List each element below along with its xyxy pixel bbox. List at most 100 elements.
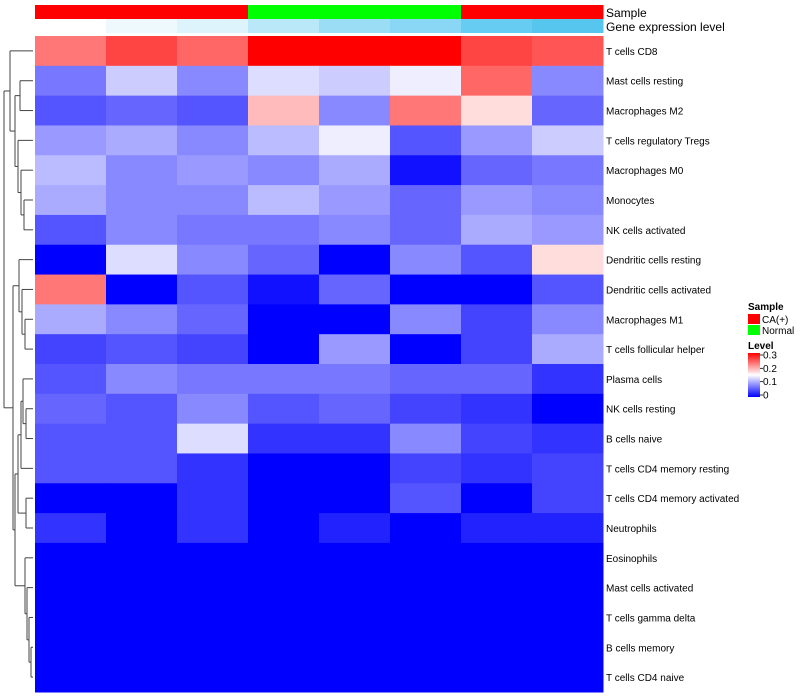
heatmap-cell xyxy=(532,36,604,67)
heatmap-cell xyxy=(177,602,249,633)
heatmap-cells xyxy=(35,36,604,693)
heatmap-cell xyxy=(106,542,178,574)
legend-level-tick-label: 0.3 xyxy=(763,351,777,362)
row-label: Macrophages M1 xyxy=(606,315,684,326)
heatmap-cell xyxy=(532,483,604,514)
heatmap-cell xyxy=(177,244,249,276)
heatmap-cell xyxy=(248,155,320,186)
heatmap-cell xyxy=(319,274,391,305)
heatmap-cell xyxy=(390,214,462,246)
row-label: Macrophages M0 xyxy=(606,166,684,177)
row-label: T cells CD4 memory resting xyxy=(606,464,729,475)
heatmap-cell xyxy=(390,125,462,156)
heatmap-cell xyxy=(532,662,604,693)
heatmap-cell xyxy=(319,632,391,663)
heatmap-cell xyxy=(106,95,178,126)
heatmap-cell xyxy=(390,36,462,67)
heatmap-cell xyxy=(319,453,391,484)
legend-sample-title: Sample xyxy=(748,302,784,313)
row-label: Mast cells activated xyxy=(606,584,693,595)
heatmap-cell xyxy=(461,304,533,335)
legend-level-title: Level xyxy=(748,341,774,352)
heatmap-cell xyxy=(319,662,391,693)
heatmap-cell xyxy=(106,364,178,395)
row-label: B cells memory xyxy=(606,643,674,654)
heatmap-cell xyxy=(106,602,178,633)
heatmap-cell xyxy=(35,513,107,544)
heatmap-cell xyxy=(532,513,604,544)
heatmap-cell xyxy=(390,185,462,216)
heatmap-cell xyxy=(390,95,462,126)
heatmap-cell xyxy=(390,334,462,365)
heatmap-cell xyxy=(177,274,249,305)
sample-annotation-cell xyxy=(390,5,462,19)
heatmap-cell xyxy=(319,364,391,395)
heatmap-cell xyxy=(177,214,249,246)
row-label: T cells follicular helper xyxy=(606,345,705,356)
row-label: T cells gamma delta xyxy=(606,613,696,624)
heatmap-cell xyxy=(319,423,391,454)
heatmap-cell xyxy=(35,662,107,693)
heatmap-cell xyxy=(177,513,249,544)
heatmap-cell xyxy=(390,364,462,395)
heatmap-cell xyxy=(248,602,320,633)
heatmap-cell xyxy=(248,364,320,395)
heatmap-cell xyxy=(532,602,604,633)
legend-sample-swatch xyxy=(748,325,760,335)
heatmap-cell xyxy=(390,632,462,663)
heatmap-cell xyxy=(177,155,249,186)
row-label: T cells CD8 xyxy=(606,47,658,58)
row-label: T cells CD4 memory activated xyxy=(606,494,739,505)
heatmap-cell xyxy=(319,542,391,574)
heatmap-cell xyxy=(319,393,391,425)
heatmap-cell xyxy=(532,304,604,335)
heatmap-cell xyxy=(177,662,249,693)
heatmap-cell xyxy=(319,65,391,97)
heatmap-cell xyxy=(461,572,533,604)
heatmap-cell xyxy=(35,36,107,67)
row-label: Neutrophils xyxy=(606,524,657,535)
gene-expression-annotation-cell xyxy=(319,19,391,33)
heatmap-cell xyxy=(390,483,462,514)
heatmap-cell xyxy=(319,244,391,276)
heatmap-cell xyxy=(248,662,320,693)
heatmap-cell xyxy=(532,572,604,604)
sample-annotation-cell xyxy=(319,5,391,19)
heatmap-cell xyxy=(35,364,107,395)
heatmap-cell xyxy=(106,334,178,365)
heatmap-cell xyxy=(177,95,249,126)
heatmap-cell xyxy=(461,423,533,454)
heatmap-cell xyxy=(461,334,533,365)
heatmap-cell xyxy=(461,513,533,544)
row-label: Macrophages M2 xyxy=(606,107,684,118)
heatmap-cell xyxy=(390,513,462,544)
heatmap-cell xyxy=(461,244,533,276)
heatmap-cell xyxy=(35,185,107,216)
heatmap-cell xyxy=(106,483,178,514)
heatmap-cell xyxy=(106,632,178,663)
sample-annotation-cell xyxy=(248,5,320,19)
heatmap-cell xyxy=(106,662,178,693)
row-label: Monocytes xyxy=(606,196,654,207)
legend: Sample CA(+)Normal Level 0.3 0.2 0.1 0 xyxy=(748,302,794,402)
sample-annotation-cell xyxy=(106,5,178,19)
heatmap-cell xyxy=(532,155,604,186)
heatmap-cell xyxy=(461,125,533,156)
heatmap-cell xyxy=(35,483,107,514)
heatmap-cell xyxy=(248,125,320,156)
heatmap-cell xyxy=(177,483,249,514)
heatmap-cell xyxy=(319,513,391,544)
sample-annotation-cell xyxy=(532,5,604,19)
heatmap-cell xyxy=(248,513,320,544)
heatmap-cell xyxy=(461,632,533,663)
heatmap-cell xyxy=(35,423,107,454)
heatmap-cell xyxy=(248,334,320,365)
heatmap-cell xyxy=(461,453,533,484)
heatmap-cell xyxy=(35,244,107,276)
heatmap-cell xyxy=(106,185,178,216)
heatmap-cell xyxy=(319,214,391,246)
heatmap-cell xyxy=(35,632,107,663)
heatmap-cell xyxy=(248,423,320,454)
heatmap-cell xyxy=(532,334,604,365)
heatmap-cell xyxy=(532,453,604,484)
